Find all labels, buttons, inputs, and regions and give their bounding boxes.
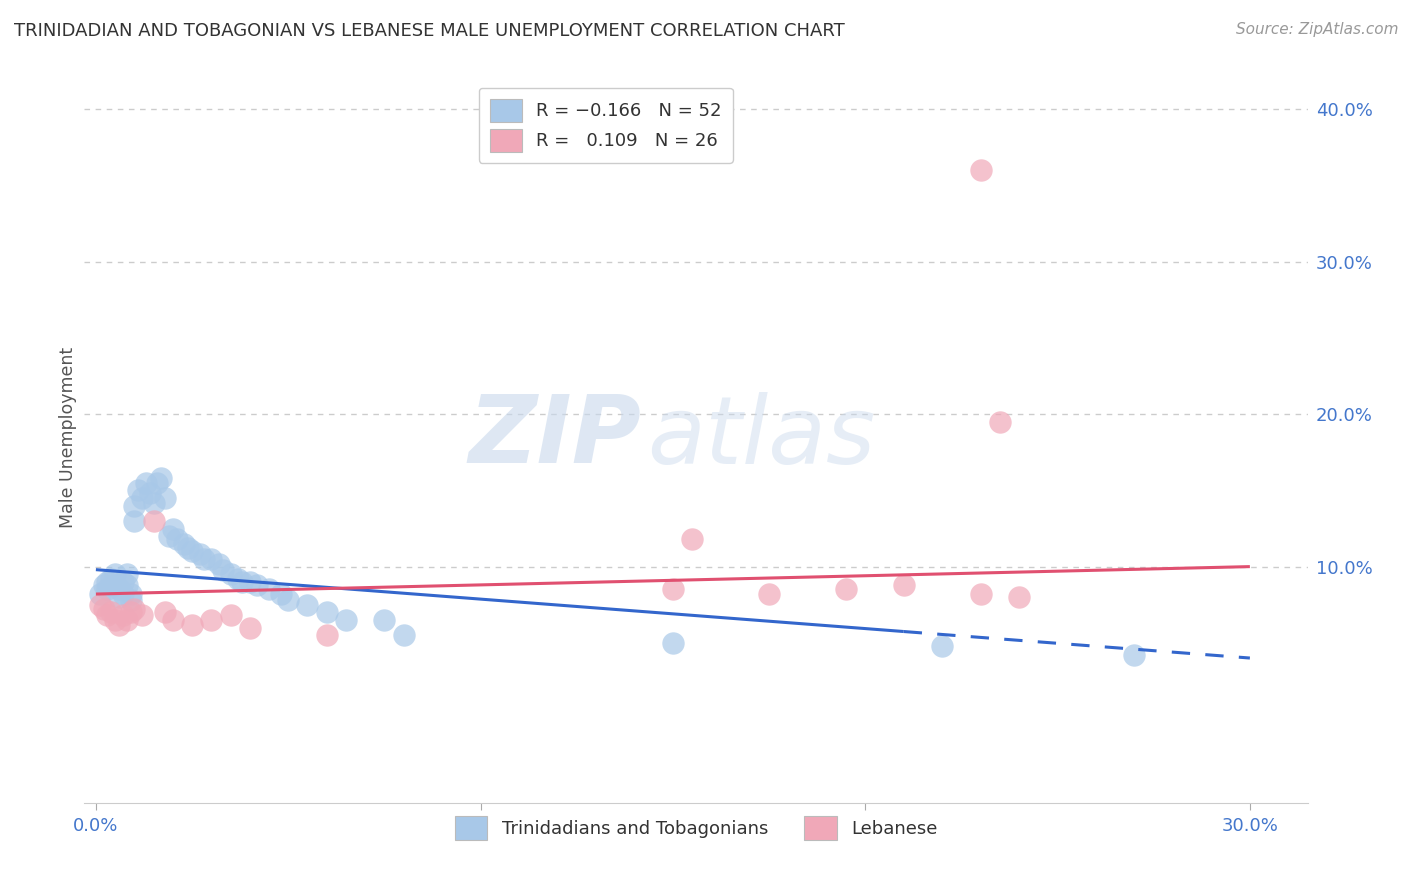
Point <box>153 605 176 619</box>
Point <box>104 578 127 592</box>
Point <box>120 593 142 607</box>
Point <box>115 578 138 592</box>
Point <box>193 552 215 566</box>
Point <box>211 563 233 577</box>
Point <box>162 613 184 627</box>
Point <box>297 598 319 612</box>
Point <box>200 613 222 627</box>
Point <box>257 582 280 597</box>
Point <box>226 572 249 586</box>
Point <box>219 608 242 623</box>
Point <box>111 587 134 601</box>
Point <box>96 574 118 589</box>
Point <box>142 514 165 528</box>
Point <box>120 587 142 601</box>
Point <box>270 587 292 601</box>
Point <box>969 163 991 178</box>
Point <box>131 491 153 505</box>
Point <box>104 567 127 582</box>
Point <box>111 574 134 589</box>
Point <box>108 582 131 597</box>
Point <box>662 636 685 650</box>
Text: ZIP: ZIP <box>468 391 641 483</box>
Point <box>111 608 134 623</box>
Point <box>335 613 357 627</box>
Point <box>315 605 337 619</box>
Point <box>166 532 188 546</box>
Text: TRINIDADIAN AND TOBAGONIAN VS LEBANESE MALE UNEMPLOYMENT CORRELATION CHART: TRINIDADIAN AND TOBAGONIAN VS LEBANESE M… <box>14 22 845 40</box>
Point <box>239 574 262 589</box>
Point <box>181 617 204 632</box>
Legend: Trinidadians and Tobagonians, Lebanese: Trinidadians and Tobagonians, Lebanese <box>446 807 946 848</box>
Point <box>96 608 118 623</box>
Point <box>124 602 146 616</box>
Point <box>373 613 395 627</box>
Point <box>142 495 165 509</box>
Text: atlas: atlas <box>647 392 876 483</box>
Point <box>219 567 242 582</box>
Point <box>89 587 111 601</box>
Point <box>231 574 253 589</box>
Point <box>162 521 184 535</box>
Point <box>173 537 195 551</box>
Point <box>124 499 146 513</box>
Point <box>177 541 200 556</box>
Point <box>100 605 122 619</box>
Point <box>96 582 118 597</box>
Point <box>146 475 169 490</box>
Point <box>315 628 337 642</box>
Point <box>139 486 162 500</box>
Point <box>150 471 173 485</box>
Point <box>100 572 122 586</box>
Point <box>392 628 415 642</box>
Point <box>239 621 262 635</box>
Point <box>1008 590 1031 604</box>
Point <box>188 548 211 562</box>
Point <box>835 582 858 597</box>
Point <box>135 475 157 490</box>
Point <box>104 613 127 627</box>
Point <box>758 587 780 601</box>
Point <box>200 552 222 566</box>
Point <box>969 587 991 601</box>
Point <box>93 578 115 592</box>
Point <box>893 578 915 592</box>
Point <box>93 602 115 616</box>
Point <box>931 639 953 653</box>
Point <box>246 578 269 592</box>
Point <box>277 593 299 607</box>
Point <box>1123 648 1146 662</box>
Point <box>662 582 685 597</box>
Text: Source: ZipAtlas.com: Source: ZipAtlas.com <box>1236 22 1399 37</box>
Point <box>124 514 146 528</box>
Point <box>131 608 153 623</box>
Point <box>108 590 131 604</box>
Point <box>153 491 176 505</box>
Point <box>988 415 1011 429</box>
Point <box>208 557 231 571</box>
Point <box>120 605 142 619</box>
Point <box>89 598 111 612</box>
Point <box>115 567 138 582</box>
Point <box>108 617 131 632</box>
Point <box>181 544 204 558</box>
Point <box>681 532 703 546</box>
Point <box>115 613 138 627</box>
Y-axis label: Male Unemployment: Male Unemployment <box>59 346 77 528</box>
Point <box>157 529 180 543</box>
Point <box>127 483 149 498</box>
